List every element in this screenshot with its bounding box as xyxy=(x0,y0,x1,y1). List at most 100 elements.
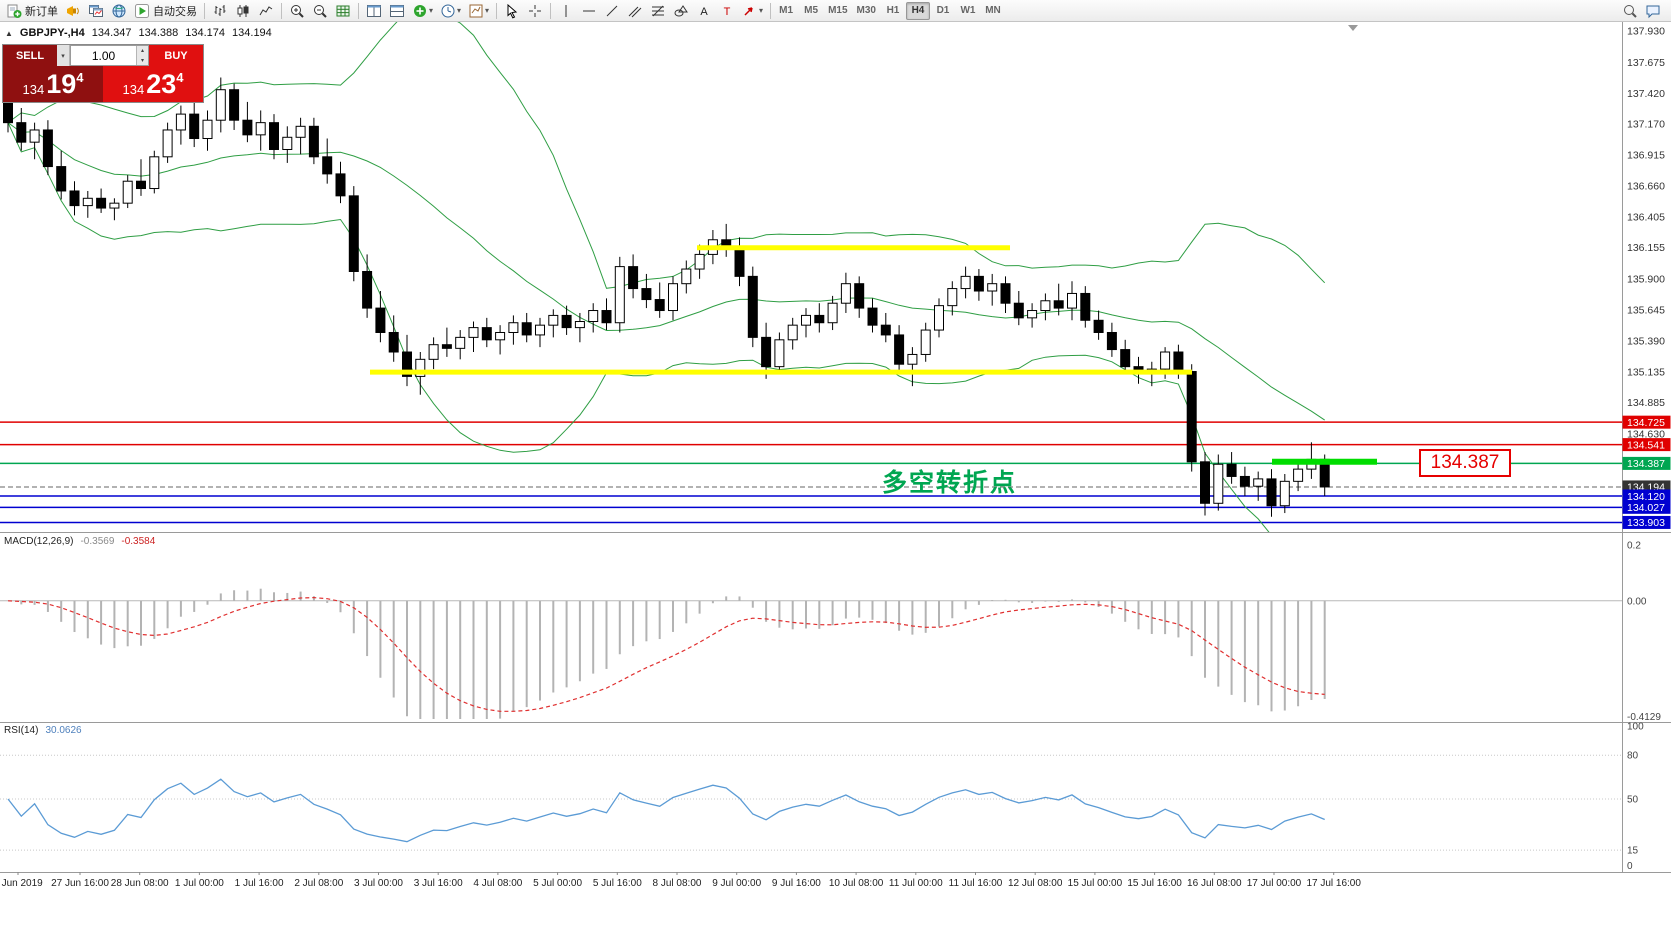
tile-windows-button[interactable] xyxy=(363,1,385,21)
svg-text:A: A xyxy=(700,6,708,18)
bar-chart-button[interactable] xyxy=(209,1,231,21)
svg-text:11 Jul 16:00: 11 Jul 16:00 xyxy=(949,878,1003,889)
price-axis[interactable]: 137.930 137.675 137.420 137.170 136.915 136.6… xyxy=(1622,26,1671,530)
volume-input[interactable] xyxy=(71,46,136,65)
horizontal-line-button[interactable] xyxy=(578,1,600,21)
cascade-windows-button[interactable] xyxy=(386,1,408,21)
buy-button[interactable]: BUY xyxy=(149,45,203,66)
price-callout-label[interactable]: 134.387 xyxy=(1419,449,1511,477)
periods-button[interactable] xyxy=(437,1,464,21)
market-watch-button[interactable] xyxy=(108,1,130,21)
collapse-triangle-icon[interactable] xyxy=(5,29,13,38)
ohlc-close: 134.194 xyxy=(232,27,272,39)
crosshair-icon xyxy=(527,3,543,19)
timeframe-m15-button[interactable]: M15 xyxy=(828,5,848,16)
periods-icon xyxy=(440,3,456,19)
volume-decrease-button[interactable] xyxy=(137,55,148,65)
timeframe-mn-button[interactable]: MN xyxy=(985,5,1001,16)
sell-price-main: 19 xyxy=(46,68,77,99)
new-order-button[interactable]: 新订单 xyxy=(3,1,61,21)
sell-price-pip: 4 xyxy=(76,70,84,85)
shapes-button[interactable] xyxy=(670,1,692,21)
timeframe-w1-button[interactable]: W1 xyxy=(960,5,976,16)
symbol-title: GBPJPY-,H4 xyxy=(19,27,85,39)
alerts-button[interactable] xyxy=(62,1,84,21)
toolbar-separator xyxy=(358,2,359,19)
level-lines xyxy=(0,421,1622,524)
linechart-icon xyxy=(258,3,274,19)
svg-text:135.645: 135.645 xyxy=(1627,304,1665,316)
macd-axis: 0.2 0.00 -0.4129 xyxy=(1627,540,1661,723)
svg-text:100: 100 xyxy=(1627,722,1644,733)
svg-text:0.00: 0.00 xyxy=(1627,596,1647,607)
symbol-info: GBPJPY-,H4 134.347 134.388 134.174 134.1… xyxy=(5,27,272,39)
timeframe-d1-button[interactable]: D1 xyxy=(936,5,950,16)
svg-text:8 Jul 08:00: 8 Jul 08:00 xyxy=(653,878,702,889)
text-label-button[interactable]: T xyxy=(716,1,738,21)
chat-button[interactable] xyxy=(1642,1,1664,21)
rsi-axis: 100 80 50 15 0 xyxy=(1627,722,1644,873)
trendline-button[interactable] xyxy=(601,1,623,21)
zoom-in-button[interactable] xyxy=(286,1,308,21)
channel-icon xyxy=(627,3,643,19)
indicators-button[interactable] xyxy=(409,1,436,21)
svg-text:9 Jul 00:00: 9 Jul 00:00 xyxy=(712,878,761,889)
order-options-button[interactable] xyxy=(57,45,70,66)
charts-window-button[interactable] xyxy=(85,1,107,21)
toolbar-buttons: 新订单 自动交易 A T xyxy=(3,1,774,21)
megaphone-icon xyxy=(65,3,81,19)
timeframe-m1-button[interactable]: M1 xyxy=(779,5,794,16)
toolbar-separator xyxy=(204,2,205,19)
svg-text:27 Jun 16:00: 27 Jun 16:00 xyxy=(51,878,109,889)
svg-text:137.930: 137.930 xyxy=(1627,26,1665,38)
timeframe-h1-button[interactable]: H1 xyxy=(886,5,900,16)
timeframe-m5-button[interactable]: M5 xyxy=(804,5,819,16)
svg-text:0.2: 0.2 xyxy=(1627,540,1641,551)
svg-text:137.675: 137.675 xyxy=(1627,57,1665,69)
svg-text:134.885: 134.885 xyxy=(1627,397,1665,409)
svg-text:137.170: 137.170 xyxy=(1627,118,1665,130)
svg-text:136.660: 136.660 xyxy=(1627,181,1665,193)
zoom-out-button[interactable] xyxy=(309,1,331,21)
svg-text:17 Jul 00:00: 17 Jul 00:00 xyxy=(1247,878,1302,889)
timeframe-h4-button[interactable]: H4 xyxy=(905,1,930,20)
crosshair-button[interactable] xyxy=(524,1,546,21)
vertical-line-button[interactable] xyxy=(555,1,577,21)
toolbar-separator xyxy=(281,2,282,19)
sell-price-display[interactable]: 134 19 4 xyxy=(3,66,103,102)
timeframe-m30-button[interactable]: M30 xyxy=(856,5,876,16)
hline-icon xyxy=(581,3,597,19)
sell-button[interactable]: SELL xyxy=(3,45,57,66)
channel-button[interactable] xyxy=(624,1,646,21)
line-chart-button[interactable] xyxy=(255,1,277,21)
toolbar-separator xyxy=(496,2,498,19)
chart-shift-marker[interactable] xyxy=(1348,25,1358,31)
buy-price-pip: 4 xyxy=(176,70,184,85)
arrows-button[interactable] xyxy=(739,1,766,21)
templates-button[interactable] xyxy=(465,1,492,21)
grid-button[interactable] xyxy=(332,1,354,21)
svg-text:15 Jul 16:00: 15 Jul 16:00 xyxy=(1127,878,1182,889)
cursor-button[interactable] xyxy=(501,1,523,21)
candlestick-chart-button[interactable] xyxy=(232,1,254,21)
fibonacci-button[interactable] xyxy=(647,1,669,21)
rsi-layer xyxy=(0,754,1622,851)
buy-price-display[interactable]: 134 23 4 xyxy=(103,66,203,102)
autotrading-button[interactable]: 自动交易 xyxy=(131,1,200,21)
drawn-segments[interactable] xyxy=(370,245,1377,465)
volume-increase-button[interactable] xyxy=(137,46,148,56)
macd-signal-value: -0.3584 xyxy=(121,536,156,547)
macd-layer xyxy=(0,588,1622,719)
svg-text:7 Jun 2019: 7 Jun 2019 xyxy=(0,878,43,889)
annotation-pivot-text[interactable]: 多空转折点 xyxy=(882,469,1018,497)
toolbar-separator xyxy=(550,2,552,19)
rsi-name: RSI(14) xyxy=(4,725,39,736)
sell-price-prefix: 134 xyxy=(22,82,45,97)
svg-text:4 Jul 08:00: 4 Jul 08:00 xyxy=(473,878,522,889)
new-order-button-label: 新订单 xyxy=(25,5,58,18)
ohlc-high: 134.388 xyxy=(138,27,179,39)
search-button[interactable] xyxy=(1619,1,1641,21)
text-button[interactable]: A xyxy=(693,1,715,21)
